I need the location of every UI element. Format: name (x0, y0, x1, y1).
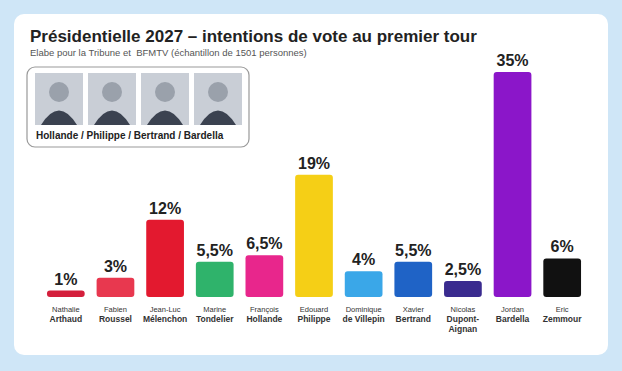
last-name: Mélenchon (143, 314, 187, 324)
data-labels: 1% 3% 12% 5,5% 6,5% 19% 4% 5,5% 2,5% 35% 6% (54, 52, 573, 288)
last-name: de Villepin (342, 314, 384, 324)
bar (295, 175, 333, 297)
photo (194, 73, 242, 125)
first-name: Nathalie (52, 305, 80, 314)
category-labels: NathalieArthaud FabienRoussel Jean-LucMéle… (50, 305, 583, 334)
data-label: 12% (149, 200, 181, 217)
first-name: François (250, 305, 279, 314)
first-name: Fabien (104, 305, 127, 314)
category-label: FrançoisHollande (246, 305, 282, 324)
last-name: Hollande (246, 314, 282, 324)
category-label: Jean-LucMélenchon (143, 305, 187, 324)
first-name: Jean-Luc (150, 305, 181, 314)
first-name: Marine (203, 305, 226, 314)
category-label: Dominiquede Villepin (342, 305, 384, 324)
category-label: XavierBertrand (396, 305, 431, 324)
last-name: Zemmour (543, 314, 582, 324)
photo-body (41, 111, 77, 126)
data-label: 4% (352, 251, 375, 268)
photo-body (94, 111, 130, 126)
title: Présidentielle 2027 – intentions de vote… (30, 27, 477, 46)
last-name: Philippe (297, 314, 330, 324)
data-label: 35% (497, 52, 529, 69)
data-label: 5,5% (196, 242, 232, 259)
photo (35, 73, 83, 125)
last-name: Dupont- (447, 314, 480, 324)
bar (246, 255, 284, 297)
photo-head (102, 82, 122, 102)
category-label: JordanBardella (496, 305, 530, 324)
first-name: Nicolas (451, 305, 476, 314)
data-label: 6,5% (246, 235, 282, 252)
annotation: Hollande / Philippe / Bertrand / Bardell… (36, 130, 224, 141)
category-label: FabienRoussel (99, 305, 132, 324)
bar (47, 291, 85, 297)
category-label: MarineTondelier (196, 305, 234, 324)
card (14, 14, 608, 355)
photo-frame (27, 67, 249, 147)
bar (146, 220, 184, 297)
bar (196, 262, 234, 297)
data-label: 6% (551, 238, 574, 255)
photo-head (155, 82, 175, 102)
last-name: Bertrand (396, 314, 431, 324)
photo-head (208, 82, 228, 102)
data-label: 2,5% (445, 261, 481, 278)
last-name: Roussel (99, 314, 132, 324)
category-label: EdouardPhilippe (297, 305, 330, 324)
last-name: Bardella (496, 314, 530, 324)
first-name: Eric (556, 305, 569, 314)
data-label: 1% (54, 271, 77, 288)
bar (394, 262, 432, 297)
bar (444, 281, 482, 297)
photo (88, 73, 136, 125)
bar (543, 258, 581, 297)
first-name: Dominique (346, 305, 382, 314)
bar (494, 72, 532, 297)
first-name: Edouard (300, 305, 328, 314)
first-name: Jordan (501, 305, 524, 314)
subtitle: Elabe pour la Tribune et BFMTV (échantil… (30, 47, 307, 58)
last-name: Arthaud (50, 314, 83, 324)
category-label: NathalieArthaud (50, 305, 83, 324)
category-label: NicolasDupont-Aignan (447, 305, 480, 334)
category-label: EricZemmour (543, 305, 582, 324)
data-label: 19% (298, 155, 330, 172)
data-label: 5,5% (395, 242, 431, 259)
first-name: Xavier (403, 305, 425, 314)
bar (97, 278, 135, 297)
photo-head (49, 82, 69, 102)
bars (47, 72, 581, 297)
last-name: Aignan (448, 324, 477, 334)
photo-body (200, 111, 236, 126)
data-label: 3% (104, 258, 127, 275)
photo (141, 73, 189, 125)
photo-box: Hollande / Philippe / Bertrand / Bardell… (27, 67, 249, 147)
photo-body (147, 111, 183, 126)
bar (345, 271, 383, 297)
last-name: Tondelier (196, 314, 234, 324)
chart: Présidentielle 2027 – intentions de vote… (0, 0, 622, 371)
